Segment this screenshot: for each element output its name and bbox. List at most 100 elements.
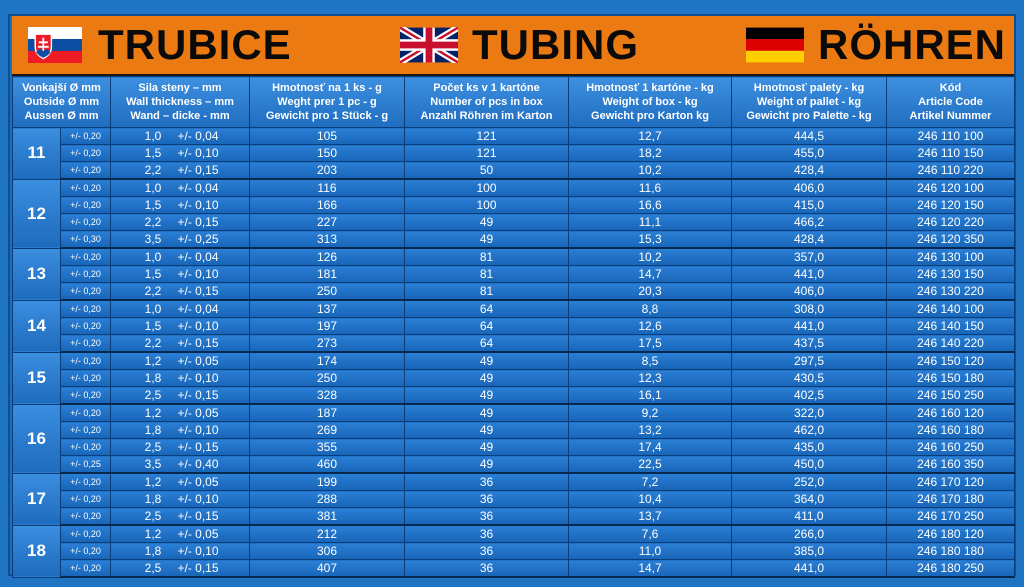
box-weight-cell: 10,2	[568, 161, 732, 180]
wall-tolerance: +/- 0,10	[177, 544, 219, 558]
pallet-weight-cell: 437,5	[731, 334, 887, 353]
box-weight-cell: 12,7	[568, 127, 732, 145]
article-code-cell: 246 140 150	[886, 317, 1015, 335]
article-code-cell: 246 120 150	[886, 196, 1015, 214]
wall-thickness-cell: 1,0 +/- 0,04	[110, 299, 250, 318]
header-line: Wall thickness – mm	[126, 96, 234, 108]
wall-tolerance: +/- 0,25	[177, 232, 219, 246]
wall-value: 3,5	[144, 457, 162, 471]
header-line: Hmotnosť 1 kartóne - kg	[586, 82, 714, 94]
diameter-tolerance-cell: +/- 0,20	[60, 265, 111, 283]
table-row: +/- 0,20 1,5 +/- 0,10 197 64 12,6 441,0 246 140…	[13, 317, 1015, 335]
pallet-weight-cell: 252,0	[731, 472, 887, 491]
pallet-weight-cell: 441,0	[731, 265, 887, 283]
table-row: 11 +/- 0,20 1,0 +/- 0,04 105 121 12,7 444,5 246 …	[12, 127, 1015, 180]
box-weight-cell: 12,6	[568, 317, 732, 335]
table-row: +/- 0,20 1,5 +/- 0,10 150 121 18,2 455,0 246 11…	[13, 144, 1015, 162]
weight-per-piece-cell: 306	[249, 542, 405, 560]
box-weight-cell: 14,7	[568, 559, 732, 578]
header-line: Kód	[939, 82, 962, 94]
slovak-flag-icon	[28, 27, 82, 63]
pcs-per-box-cell: 49	[404, 438, 569, 456]
diameter-tolerance-cell: +/- 0,20	[60, 144, 111, 162]
pallet-weight-cell: 428,4	[731, 230, 887, 249]
wall-value: 2,2	[144, 215, 162, 229]
diameter-cell: 15	[12, 351, 61, 405]
wall-value: 1,0	[144, 302, 162, 316]
brand-en: TUBING	[400, 16, 639, 74]
header-line: Artikel Nummer	[909, 110, 992, 122]
pallet-weight-cell: 308,0	[731, 299, 887, 318]
wall-value: 1,0	[144, 181, 162, 195]
wall-tolerance: +/- 0,15	[177, 509, 219, 523]
table-row: 13 +/- 0,20 1,0 +/- 0,04 126 81 10,2 357,0 246 1…	[12, 247, 1015, 301]
table-row: 16 +/- 0,20 1,2 +/- 0,05 187 49 9,2 322,0 246 16…	[12, 403, 1015, 474]
box-weight-cell: 11,1	[568, 213, 732, 231]
box-weight-cell: 7,2	[568, 472, 732, 491]
header-weight-per-piece: Hmotnosť na 1 ks - g Weght prer 1 pc - g G…	[249, 76, 405, 128]
header-wall-thickness: Sila steny – mm Wall thickness – mm Wand –…	[110, 76, 250, 128]
weight-per-piece-cell: 187	[249, 403, 405, 422]
wall-value: 1,8	[144, 544, 162, 558]
weight-per-piece-cell: 181	[249, 265, 405, 283]
wall-value: 1,5	[144, 267, 162, 281]
diameter-tolerance-cell: +/- 0,20	[60, 559, 111, 578]
diameter-cell: 13	[12, 247, 61, 301]
box-weight-cell: 14,7	[568, 265, 732, 283]
table-row: +/- 0,20 2,2 +/- 0,15 250 81 20,3 406,0 246 130…	[13, 282, 1015, 301]
box-weight-cell: 22,5	[568, 455, 732, 474]
wall-tolerance: +/- 0,10	[177, 267, 219, 281]
pcs-per-box-cell: 100	[404, 196, 569, 214]
wall-thickness-cell: 1,2 +/- 0,05	[110, 351, 250, 370]
weight-per-piece-cell: 105	[249, 127, 405, 145]
wall-value: 2,5	[144, 440, 162, 454]
header-line: Vonkajší Ø mm	[22, 82, 101, 94]
header-line: Sila steny – mm	[138, 82, 222, 94]
article-code-cell: 246 130 150	[886, 265, 1015, 283]
table-row: 12 +/- 0,20 1,0 +/- 0,04 116 100 11,6 406,0 246 …	[12, 178, 1015, 249]
wall-tolerance: +/- 0,15	[177, 388, 219, 402]
weight-per-piece-cell: 381	[249, 507, 405, 526]
box-weight-cell: 16,1	[568, 386, 732, 405]
table-row: +/- 0,20 2,2 +/- 0,15 273 64 17,5 437,5 246 140…	[13, 334, 1015, 353]
diameter-tolerance-cell: +/- 0,25	[60, 455, 111, 474]
tubing-spec-table: Vonkajší Ø mm Outside Ø mm Aussen Ø mm Sila…	[12, 76, 1015, 578]
box-weight-cell: 10,2	[568, 247, 732, 266]
header-line: Weight of box - kg	[602, 96, 698, 108]
wall-value: 2,5	[144, 509, 162, 523]
pcs-per-box-cell: 81	[404, 247, 569, 266]
pallet-weight-cell: 266,0	[731, 524, 887, 543]
diameter-tolerance-cell: +/- 0,20	[60, 196, 111, 214]
diameter-tolerance-cell: +/- 0,20	[60, 282, 111, 301]
weight-per-piece-cell: 212	[249, 524, 405, 543]
pallet-weight-cell: 415,0	[731, 196, 887, 214]
pcs-per-box-cell: 36	[404, 490, 569, 508]
table-body: 11 +/- 0,20 1,0 +/- 0,04 105 121 12,7 444,5 246 …	[12, 127, 1015, 578]
wall-value: 3,5	[144, 232, 162, 246]
title-english: TUBING	[472, 21, 639, 68]
spec-table-wrapper: Vonkajší Ø mm Outside Ø mm Aussen Ø mm Sila…	[12, 76, 1015, 578]
table-row: +/- 0,20 1,5 +/- 0,10 181 81 14,7 441,0 246 130…	[13, 265, 1015, 283]
pallet-weight-cell: 450,0	[731, 455, 887, 474]
header-line: Gewicht pro Karton kg	[591, 110, 709, 122]
wall-value: 2,2	[144, 163, 162, 177]
box-weight-cell: 11,0	[568, 542, 732, 560]
table-row: +/- 0,20 2,2 +/- 0,15 203 50 10,2 428,4 246 110…	[13, 161, 1015, 180]
diameter-tolerance-cell: +/- 0,20	[60, 472, 111, 491]
pcs-per-box-cell: 81	[404, 265, 569, 283]
wall-value: 2,2	[144, 336, 162, 350]
article-code-cell: 246 170 180	[886, 490, 1015, 508]
pallet-weight-cell: 402,5	[731, 386, 887, 405]
pallet-weight-cell: 385,0	[731, 542, 887, 560]
pcs-per-box-cell: 49	[404, 421, 569, 439]
article-code-cell: 246 110 150	[886, 144, 1015, 162]
wall-thickness-cell: 3,5 +/- 0,40	[110, 455, 250, 474]
weight-per-piece-cell: 137	[249, 299, 405, 318]
weight-per-piece-cell: 269	[249, 421, 405, 439]
pcs-per-box-cell: 49	[404, 369, 569, 387]
weight-per-piece-cell: 150	[249, 144, 405, 162]
table-row: +/- 0,20 2,5 +/- 0,15 328 49 16,1 402,5 246 150…	[13, 386, 1015, 405]
pallet-weight-cell: 411,0	[731, 507, 887, 526]
diameter-tolerance-cell: +/- 0,20	[60, 351, 111, 370]
wall-thickness-cell: 2,5 +/- 0,15	[110, 386, 250, 405]
